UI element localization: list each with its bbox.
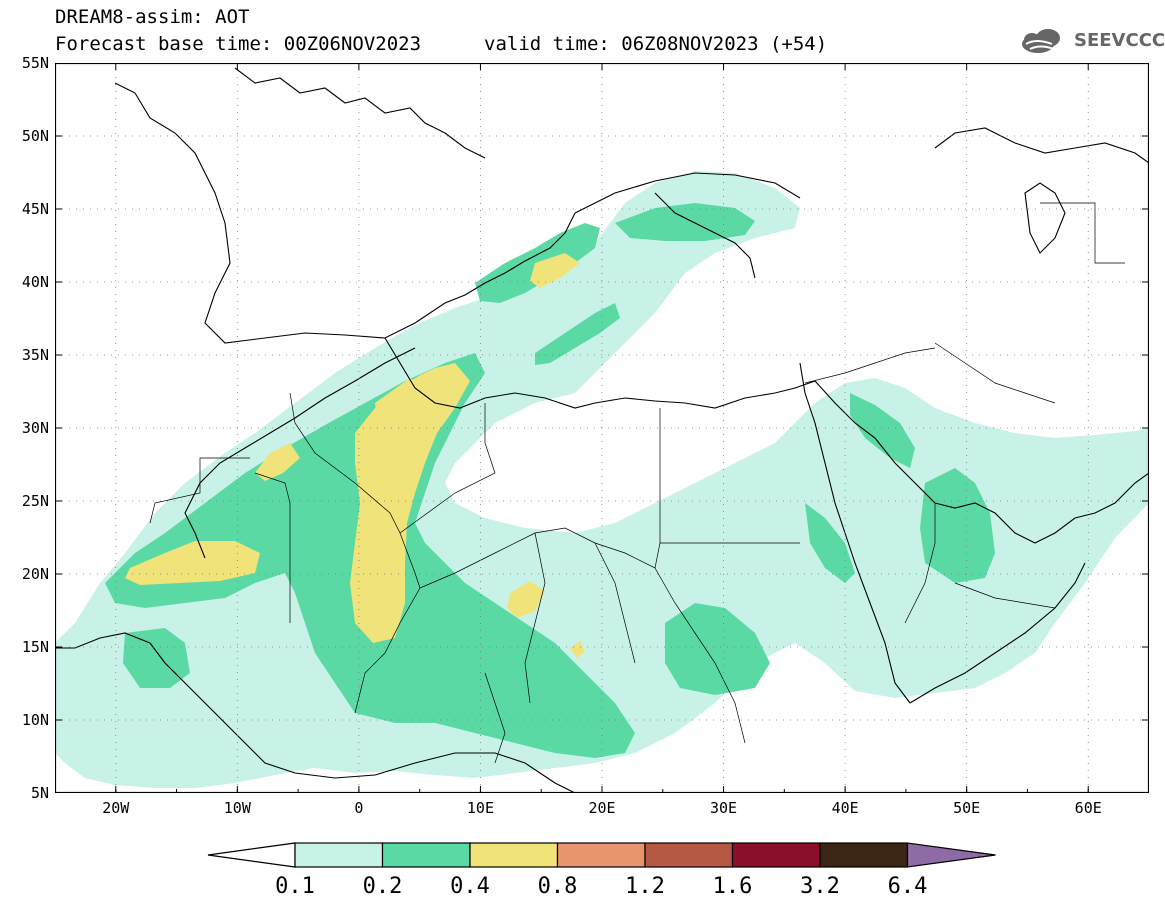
- map-canvas: [54, 62, 1150, 794]
- coastlines: [55, 67, 1150, 794]
- colorbar-segment: [731, 842, 821, 868]
- colorbar-label: 1.6: [713, 874, 753, 899]
- colorbar-segment: [819, 842, 909, 868]
- colorbar-label: 0.4: [450, 874, 490, 899]
- seevccc-logo: SEEVCCC: [1018, 22, 1165, 62]
- aot-map: [54, 62, 1150, 794]
- aot-contour-0-4: [125, 253, 585, 658]
- colorbar-segment: [556, 842, 646, 868]
- map-frame: [54, 62, 1150, 794]
- colorbar-segment: [644, 842, 734, 868]
- colorbar-label: 1.2: [625, 874, 665, 899]
- logo-text: SEEVCCC: [1074, 30, 1165, 51]
- valid-time: valid time: 06Z08NOV2023 (+54): [484, 33, 828, 55]
- colorbar-over-arrow: [906, 842, 996, 868]
- map-title: DREAM8-assim: AOT: [55, 6, 250, 28]
- lat-lon-grid: [54, 62, 1150, 794]
- colorbar-label: 0.8: [538, 874, 578, 899]
- colorbar-segment: [294, 842, 384, 868]
- colorbar-label: 3.2: [800, 874, 840, 899]
- colorbar-segment: [381, 842, 471, 868]
- country-borders: [149, 202, 1125, 764]
- colorbar-label: 6.4: [888, 874, 928, 899]
- colorbar-label: 0.1: [275, 874, 315, 899]
- cloud-icon: [1022, 29, 1060, 53]
- colorbar-label: 0.2: [363, 874, 403, 899]
- colorbar-under-arrow: [207, 842, 296, 868]
- forecast-base-time: Forecast base time: 00Z06NOV2023: [55, 33, 422, 55]
- colorbar-segment: [469, 842, 559, 868]
